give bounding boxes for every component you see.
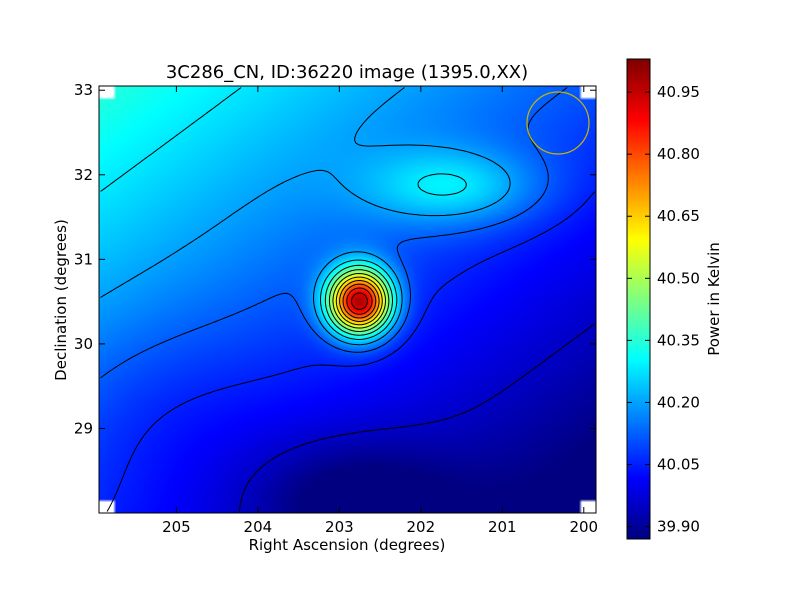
- contour-line: [100, 87, 467, 340]
- plot-frame: [98, 85, 597, 514]
- colorbar: 39.90 40.05 40.20 40.35 40.50 40.65 40.80 40.95…: [626, 58, 723, 540]
- contour-line: [339, 280, 380, 322]
- contour-line: [335, 276, 383, 326]
- contour-line: [100, 87, 511, 346]
- colorbar-tick-label: 40.50: [657, 269, 700, 287]
- contour-line: [239, 323, 595, 512]
- y-axis: 29 30 31 32 33: [74, 81, 596, 437]
- contour-line: [328, 269, 390, 332]
- colorbar-tick-label: 40.20: [657, 393, 700, 411]
- y-tick-label: 32: [74, 166, 93, 184]
- y-tick-label: 31: [74, 250, 93, 268]
- colorbar-tick-label: 40.35: [657, 331, 700, 349]
- colorbar-ticks: 39.90 40.05 40.20 40.35 40.50 40.65 40.80 40.95: [627, 83, 700, 536]
- colorbar-tick-label: 40.80: [657, 145, 700, 163]
- heatmap-image: [99, 86, 596, 513]
- colorbar-tick-label: 40.05: [657, 456, 700, 474]
- x-axis-label: Right Ascension (degrees): [249, 536, 446, 554]
- x-tick-label: 200: [569, 518, 598, 536]
- contour-line: [332, 273, 386, 329]
- x-tick-label: 205: [162, 518, 191, 536]
- contour-line: [346, 287, 373, 315]
- colorbar-tick-label: 39.90: [657, 518, 700, 536]
- x-tick-label: 201: [488, 518, 517, 536]
- plot-area: [98, 85, 597, 514]
- y-tick-label: 30: [74, 335, 93, 353]
- x-tick-label: 202: [407, 518, 436, 536]
- y-tick-label: 33: [74, 81, 93, 99]
- colorbar-label: Power in Kelvin: [705, 242, 723, 356]
- contour-line: [106, 191, 595, 512]
- contour-line: [100, 87, 568, 379]
- colorbar-tick-label: 40.95: [657, 83, 700, 101]
- beam-circle: [526, 91, 590, 155]
- colorbar-frame: [626, 58, 651, 540]
- x-axis: 205 204 203 202 201 200: [162, 86, 598, 536]
- contour-line: [351, 292, 368, 310]
- contour-line: [342, 283, 377, 319]
- colorbar-tick-label: 40.65: [657, 207, 700, 225]
- x-tick-label: 204: [244, 518, 273, 536]
- contour-line: [324, 264, 393, 336]
- contour-lines: [100, 87, 595, 512]
- y-axis-label: Declination (degrees): [52, 219, 70, 381]
- x-tick-label: 203: [325, 518, 354, 536]
- chart-title: 3C286_CN, ID:36220 image (1395.0,XX): [166, 62, 528, 83]
- y-tick-label: 29: [74, 419, 93, 437]
- colorbar-gradient: [627, 59, 650, 539]
